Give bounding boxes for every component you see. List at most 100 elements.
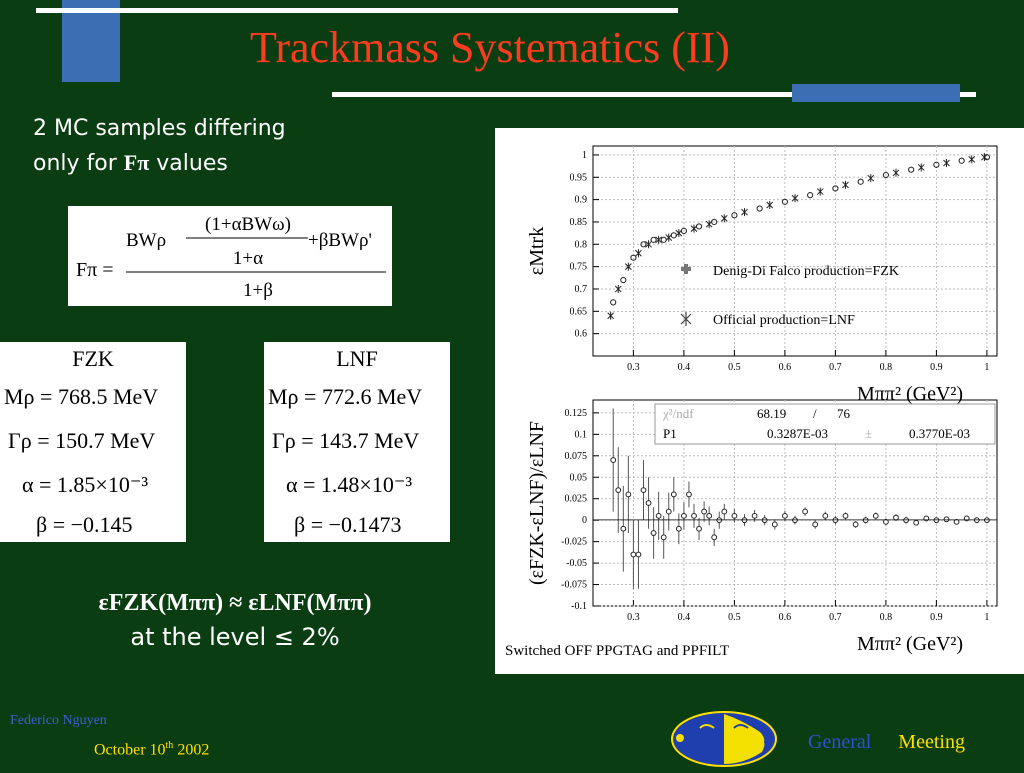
plot-frame-0 <box>592 145 998 357</box>
lnf-beta: β = −0.1473 <box>294 512 402 537</box>
point-ratio-34 <box>842 512 849 519</box>
point-ratio-39 <box>893 514 899 521</box>
y-tick-label-1-6: 0.05 <box>570 472 588 483</box>
y-axis-label-1: (εFZK-εLNF)/εLNF <box>526 421 548 585</box>
formula-lhs: Fπ = <box>76 259 114 281</box>
y-tick-label-0-7: 0.95 <box>570 172 588 183</box>
x-tick-label-1-4: 0.7 <box>829 612 842 623</box>
point-fzk-17 <box>908 166 915 173</box>
formula-num-den: 1+α <box>233 248 263 269</box>
y-tick-label-1-2: -0.05 <box>566 558 587 569</box>
fzk-beta: β = −0.145 <box>36 512 133 537</box>
point-lnf-8 <box>690 224 698 233</box>
x-tick-label-1-5: 0.8 <box>880 612 893 623</box>
point-ratio-0 <box>610 457 617 463</box>
f-pi-symbol: Fπ <box>123 150 150 175</box>
formula-num-right: +βBWρ' <box>308 230 372 251</box>
plot-panel: 0.3 0.4 0.5 0.6 0.7 0.8 0.9 1 0.6 0.65 0.7 0.75 0.8 0… <box>495 128 1024 674</box>
y-tick-label-1-0: -0.1 <box>571 601 587 612</box>
point-ratio-45 <box>953 518 960 525</box>
x-tick-label-0-3: 0.6 <box>779 362 792 373</box>
point-fzk-8 <box>695 223 703 230</box>
y-tick-label-1-7: 0.075 <box>565 451 588 462</box>
conclusion: εFZK(Mππ) ≈ εLNF(Mππ) at the level ≤ 2% <box>0 590 470 651</box>
y-tick-label-0-5: 0.85 <box>570 217 588 228</box>
y-tick-label-1-9: 0.125 <box>565 408 588 419</box>
point-lnf-1 <box>614 284 622 293</box>
point-lnf-16 <box>867 174 875 183</box>
x-tick-label-0-1: 0.4 <box>678 362 691 373</box>
point-fzk-2 <box>630 254 637 261</box>
point-ratio-37 <box>872 512 879 519</box>
point-fzk-1 <box>620 276 627 284</box>
point-ratio-4 <box>630 551 637 558</box>
point-lnf-9 <box>705 220 713 229</box>
point-ratio-19 <box>706 512 713 519</box>
lnf-params-box: LNF Mρ = 772.6 MeV Γρ = 143.7 MeV α = 1.… <box>264 342 450 542</box>
y-tick-label-0-1: 0.65 <box>570 306 588 317</box>
point-ratio-1 <box>615 487 622 494</box>
fit-par-value: 0.3287E-03 <box>767 426 828 441</box>
fzk-width: Γρ = 150.7 MeV <box>8 428 156 453</box>
point-ratio-14 <box>681 512 687 519</box>
point-lnf-17 <box>892 168 900 177</box>
point-lnf-19 <box>943 158 950 167</box>
conclusion-line-1: εFZK(Mππ) ≈ εLNF(Mππ) <box>98 590 372 616</box>
plot-caption: Switched OFF PPGTAG and PPFILT <box>505 643 729 659</box>
point-ratio-2 <box>620 525 627 532</box>
legend-marker-lnf <box>680 312 692 326</box>
legend-label-fzk: Denig-Di Falco production=FZK <box>713 264 899 279</box>
footer-date: October 10th 2002 <box>94 740 210 759</box>
x-tick-label-1-3: 0.6 <box>779 612 792 623</box>
point-ratio-27 <box>771 521 778 528</box>
point-lnf-0 <box>607 311 615 320</box>
fit-chi2-value: 68.19 <box>757 406 786 421</box>
point-ratio-10 <box>660 534 667 541</box>
point-ratio-12 <box>670 491 677 498</box>
point-lnf-2 <box>624 262 632 271</box>
legend-marker-fzk <box>681 264 691 274</box>
intro-line-2: only for Fπ values <box>33 150 228 176</box>
x-tick-label-1-2: 0.5 <box>728 612 741 623</box>
fit-par-error: 0.3770E-03 <box>909 426 970 441</box>
y-tick-label-0-2: 0.7 <box>575 284 588 295</box>
point-lnf-12 <box>766 200 774 209</box>
y-tick-label-0-8: 1 <box>582 150 587 161</box>
fzk-alpha: α = 1.85×10⁻³ <box>22 472 149 497</box>
point-lnf-15 <box>842 180 849 189</box>
point-lnf-14 <box>816 187 824 196</box>
intro-line-1: 2 MC samples differing <box>33 116 286 141</box>
point-lnf-20 <box>968 155 976 164</box>
point-ratio-23 <box>731 512 738 519</box>
point-fzk-3 <box>640 241 647 248</box>
point-lnf-11 <box>741 208 748 217</box>
point-ratio-31 <box>812 521 819 528</box>
point-ratio-35 <box>852 521 859 528</box>
fit-chi2-label: χ²/ndf <box>662 406 694 421</box>
lnf-mass: Mρ = 772.6 MeV <box>268 384 423 409</box>
decor-mid-line <box>332 92 976 97</box>
decor-right-blue-bar <box>792 84 960 102</box>
fit-slash: / <box>813 406 817 421</box>
x-tick-label-1-1: 0.4 <box>678 612 691 623</box>
y-tick-label-0-6: 0.9 <box>575 195 588 206</box>
footer-author: Federico Nguyen <box>10 713 107 728</box>
fzk-title: FZK <box>72 346 114 371</box>
y-axis-label-0: εMtrk <box>526 227 548 275</box>
y-tick-label-1-8: 0.1 <box>575 429 588 440</box>
x-tick-label-0-6: 0.9 <box>930 362 943 373</box>
point-ratio-17 <box>696 525 702 532</box>
point-lnf-7 <box>675 229 683 238</box>
slide-title: Trackmass Systematics (II) <box>250 23 730 72</box>
point-ratio-38 <box>883 518 889 525</box>
x-tick-label-1-0: 0.3 <box>627 612 640 623</box>
point-ratio-22 <box>721 508 728 515</box>
point-lnf-3 <box>635 249 642 258</box>
intro-text: 2 MC samples differing only for Fπ value… <box>33 112 286 181</box>
formula-den: 1+β <box>243 280 273 301</box>
lnf-title: LNF <box>336 346 378 371</box>
point-ratio-41 <box>913 519 920 526</box>
point-ratio-18 <box>701 508 708 515</box>
formula-num-left: BWρ <box>126 230 166 251</box>
x-tick-label-0-7: 1 <box>984 362 989 373</box>
